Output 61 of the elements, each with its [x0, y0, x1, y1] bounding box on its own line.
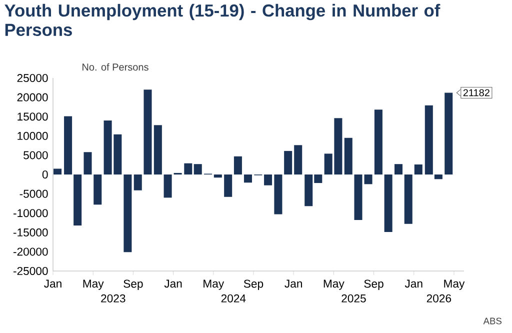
y-tick-label: 0 [42, 170, 48, 179]
bar [194, 164, 202, 175]
bar [184, 163, 192, 175]
bar [374, 110, 382, 175]
bar [394, 164, 403, 175]
x-tick-label: May [204, 280, 224, 290]
x-tick-label: Sep [364, 280, 384, 290]
x-tick-label: Jan [284, 280, 302, 288]
bar [404, 174, 412, 224]
bar [84, 152, 92, 175]
text: 2024 [221, 294, 246, 302]
y-tick-label: -15000 [14, 228, 48, 236]
y-tick-label: -20000 [14, 248, 48, 256]
x-tick-label: Sep [244, 280, 264, 290]
text: 2026 [426, 294, 452, 302]
text: 2025 [342, 294, 366, 302]
bar [274, 174, 282, 214]
y-tick-label: 5000 [24, 151, 48, 160]
bar [414, 164, 422, 175]
chart-title: Youth Unemployment (15-19) - Change in Number of Persons [4, 4, 440, 36]
x-tick-label: May [444, 280, 465, 290]
bar [124, 174, 132, 252]
bar [344, 138, 352, 175]
bar [434, 174, 442, 180]
text: 2023 [101, 294, 126, 302]
bar [74, 174, 82, 226]
bar [444, 92, 453, 175]
bar [134, 174, 142, 190]
x-tick-label: Jan [404, 280, 422, 288]
y-tick-label: 10000 [18, 132, 48, 140]
y-tick-label: 15000 [18, 112, 48, 121]
x-tick-label: Jan [44, 280, 62, 288]
x-tick-label: Jan [164, 280, 182, 288]
data-label: 21182 [463, 89, 490, 96]
y-tick-label: -25000 [14, 266, 48, 276]
bar [384, 174, 392, 232]
bar [64, 116, 72, 175]
bar [94, 174, 102, 205]
x-tick-label: Sep [124, 280, 143, 290]
bar [294, 145, 302, 175]
bar [364, 174, 372, 184]
bar [154, 125, 162, 175]
x-tick-label: May [324, 280, 344, 290]
bar [234, 156, 242, 175]
y-tick-label: 25000 [17, 74, 48, 82]
bar [164, 174, 172, 198]
bar [224, 174, 232, 197]
y-tick-label: -5000 [20, 190, 48, 198]
bar [354, 174, 362, 220]
bar [284, 150, 292, 175]
bar [424, 105, 433, 175]
bar [264, 174, 272, 186]
bar [144, 90, 152, 175]
text: ABS [483, 318, 502, 324]
y-tick-label: -10000 [14, 209, 48, 218]
y-tick-label: 20000 [17, 93, 48, 102]
bar [244, 174, 252, 183]
bar [214, 174, 222, 178]
bar [54, 168, 62, 175]
x-tick-label: May [83, 280, 104, 290]
y-axis-title: No. of Persons [82, 63, 148, 71]
